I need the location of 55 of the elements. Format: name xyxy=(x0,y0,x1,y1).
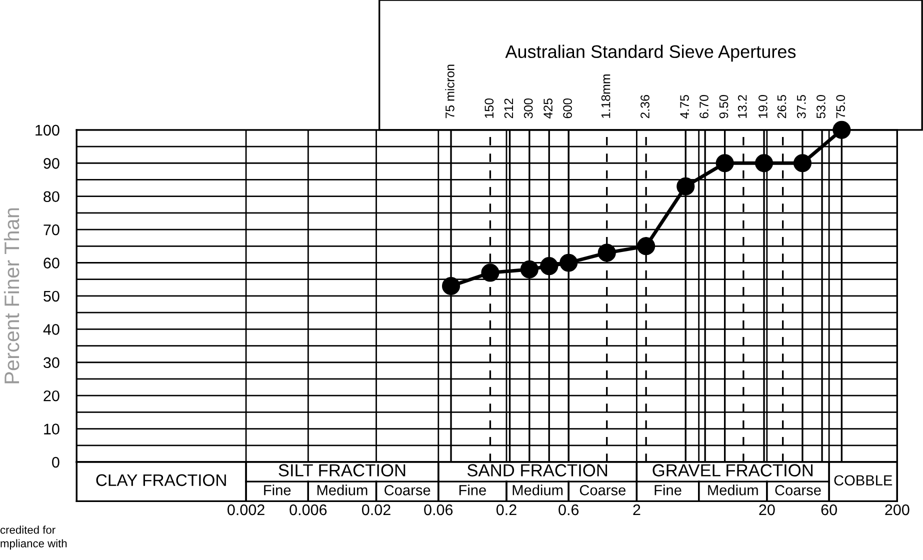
ref-line-label: 19.0 xyxy=(758,94,768,118)
y-tick-label: 50 xyxy=(44,290,60,302)
ref-line-label: 6.70 xyxy=(700,94,708,118)
y-tick-label: 0 xyxy=(52,456,60,468)
ref-line-label: 212 xyxy=(504,98,514,118)
text: CLAY FRACTION xyxy=(96,474,226,486)
text: Coarse xyxy=(384,484,430,496)
ref-line-label: 2.36 xyxy=(640,95,650,118)
ref-line-label: 600 xyxy=(563,98,572,118)
y-tick-label: 90 xyxy=(44,158,60,169)
x-tick-label: 20 xyxy=(759,504,775,516)
y-tick-label: 100 xyxy=(36,124,60,136)
text: Coarse xyxy=(580,484,626,496)
ref-line-label: 26.5 xyxy=(777,95,786,118)
ref-line-label: 150 xyxy=(484,98,494,118)
y-tick-label: 10 xyxy=(44,424,60,434)
chart-title: Australian Standard Sieve Apertures xyxy=(505,44,796,62)
x-tick-label: 0.02 xyxy=(362,504,390,516)
y-tick-label: 60 xyxy=(44,258,60,268)
text: Coarse xyxy=(775,484,821,496)
ref-line-label: 4.75 xyxy=(680,95,689,119)
text: Fine xyxy=(459,484,486,496)
text: Fine xyxy=(264,484,291,496)
x-tick-label: 200 xyxy=(885,504,910,516)
y-tick-label: 20 xyxy=(44,390,60,402)
y-tick-label: 70 xyxy=(44,224,60,236)
text: SAND FRACTION xyxy=(467,464,608,476)
text: Medium xyxy=(512,484,563,496)
ref-line-label: 37.5 xyxy=(796,95,806,118)
y-tick-label: 80 xyxy=(44,191,60,202)
text: COBBLE xyxy=(834,475,892,486)
x-tick-label: 0.6 xyxy=(558,504,579,516)
ref-line-label: 13.2 xyxy=(738,95,747,118)
text: Medium xyxy=(317,484,368,496)
y-tick-label: 30 xyxy=(44,357,60,368)
x-tick-label: 60 xyxy=(821,504,837,516)
x-tick-label: 0.006 xyxy=(290,504,327,516)
x-tick-label: 0.06 xyxy=(424,504,453,516)
x-tick-label: 2 xyxy=(633,504,640,516)
text: Fine xyxy=(654,484,682,496)
text: GRAVEL FRACTION xyxy=(652,464,812,476)
y-tick-label: 40 xyxy=(43,324,60,335)
ref-line-label: 425 xyxy=(544,98,552,119)
text: Medium xyxy=(708,484,758,496)
y-axis-title: Percent Finer Than xyxy=(4,208,20,384)
ref-line-label: 75.0 xyxy=(836,94,846,118)
text: credited for mpliance with xyxy=(0,526,67,550)
ref-line-label: 9.50 xyxy=(719,94,728,118)
ref-line-label: 300 xyxy=(524,98,533,118)
ref-line-label: 1.18mm xyxy=(601,74,610,118)
ref-line-label: 75 micron xyxy=(445,64,454,118)
x-tick-label: 0.2 xyxy=(496,504,516,516)
text: SILT FRACTION xyxy=(278,464,406,476)
x-tick-label: 0.002 xyxy=(228,504,264,516)
ref-line-label: 53.0 xyxy=(816,94,826,118)
